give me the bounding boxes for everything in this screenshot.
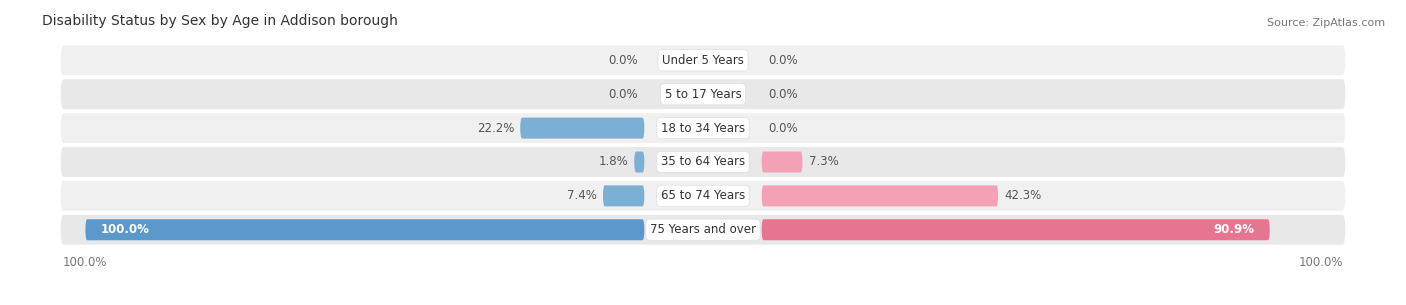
FancyBboxPatch shape [60, 215, 1346, 245]
Text: Disability Status by Sex by Age in Addison borough: Disability Status by Sex by Age in Addis… [42, 15, 398, 28]
FancyBboxPatch shape [60, 79, 1346, 109]
Text: 5 to 17 Years: 5 to 17 Years [665, 88, 741, 101]
FancyBboxPatch shape [634, 152, 644, 173]
Text: 35 to 64 Years: 35 to 64 Years [661, 156, 745, 168]
FancyBboxPatch shape [762, 219, 1270, 240]
Text: 0.0%: 0.0% [768, 122, 797, 135]
FancyBboxPatch shape [762, 152, 803, 173]
Text: 7.3%: 7.3% [808, 156, 838, 168]
FancyBboxPatch shape [762, 185, 998, 206]
Text: Under 5 Years: Under 5 Years [662, 54, 744, 67]
Text: 1.8%: 1.8% [599, 156, 628, 168]
Text: 0.0%: 0.0% [609, 54, 638, 67]
Text: 18 to 34 Years: 18 to 34 Years [661, 122, 745, 135]
FancyBboxPatch shape [60, 45, 1346, 75]
Legend: Male, Female: Male, Female [641, 303, 765, 305]
FancyBboxPatch shape [60, 113, 1346, 143]
Text: Source: ZipAtlas.com: Source: ZipAtlas.com [1267, 18, 1385, 28]
Text: 75 Years and over: 75 Years and over [650, 223, 756, 236]
Text: 42.3%: 42.3% [1004, 189, 1042, 203]
Text: 65 to 74 Years: 65 to 74 Years [661, 189, 745, 203]
FancyBboxPatch shape [86, 219, 644, 240]
FancyBboxPatch shape [603, 185, 644, 206]
Text: 100.0%: 100.0% [101, 223, 149, 236]
Text: 90.9%: 90.9% [1213, 223, 1254, 236]
FancyBboxPatch shape [60, 181, 1346, 211]
Text: 0.0%: 0.0% [609, 88, 638, 101]
Text: 0.0%: 0.0% [768, 54, 797, 67]
FancyBboxPatch shape [60, 147, 1346, 177]
Text: 0.0%: 0.0% [768, 88, 797, 101]
Text: 7.4%: 7.4% [567, 189, 596, 203]
FancyBboxPatch shape [520, 118, 644, 138]
Text: 22.2%: 22.2% [477, 122, 515, 135]
